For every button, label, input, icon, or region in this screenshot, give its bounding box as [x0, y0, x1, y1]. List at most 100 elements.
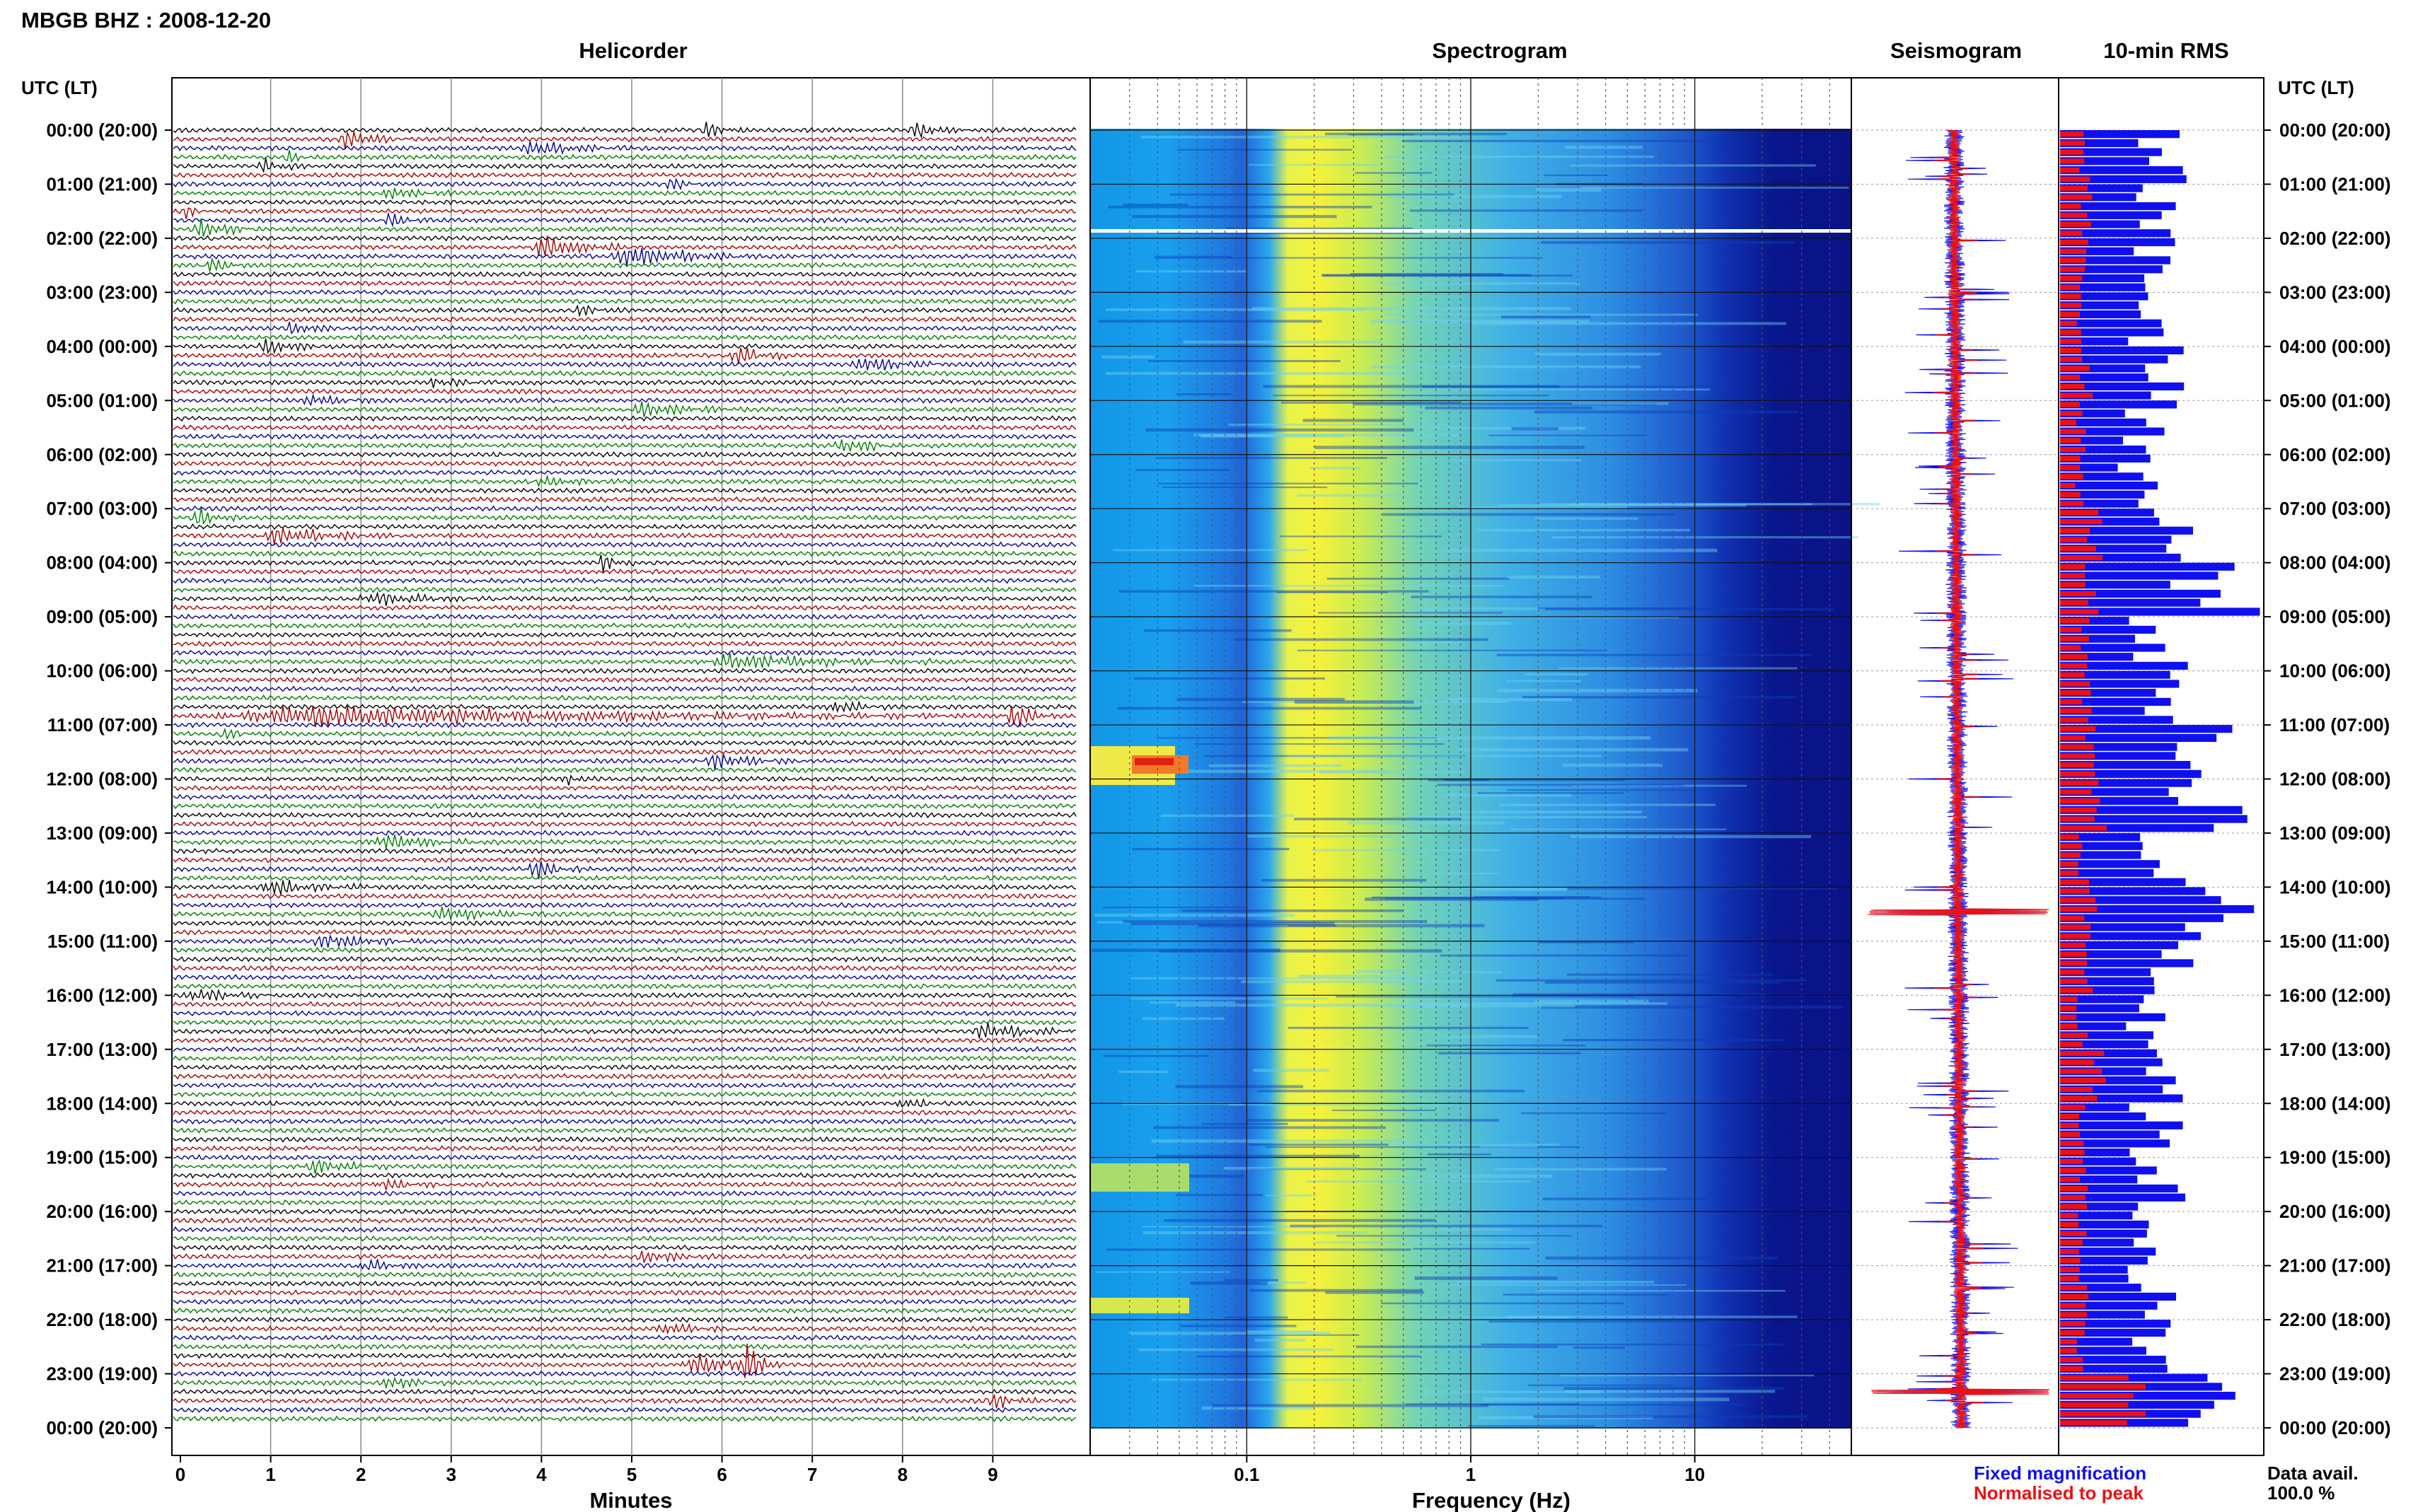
rms-bar-normalised — [2060, 1194, 2086, 1200]
rms-bar-normalised — [2060, 1303, 2086, 1308]
rms-bar-normalised — [2060, 311, 2080, 318]
rms-bar-normalised — [2060, 1177, 2081, 1182]
spectrogram-speckle — [1112, 549, 1308, 552]
minute-tick-label: 9 — [988, 1464, 997, 1485]
helicorder-trace-row — [173, 1316, 1077, 1323]
helicorder-trace-row — [173, 207, 1077, 219]
helicorder-trace-row — [173, 907, 1077, 921]
frequency-tick-label: 1 — [1466, 1464, 1476, 1485]
helicorder-trace-row — [173, 1393, 1077, 1409]
seismogram-normalised-trace — [1868, 129, 2049, 1429]
rms-bar-normalised — [2060, 834, 2079, 840]
time-label-right: 13:00 (09:00) — [2279, 822, 2391, 844]
rms-bar-fixed — [2060, 1148, 2130, 1157]
time-label-right: 02:00 (22:00) — [2279, 228, 2391, 249]
helicorder-trace-row — [173, 1001, 1077, 1008]
spectrogram-speckle — [1103, 906, 1247, 909]
spectrogram-speckle — [1132, 847, 1290, 851]
spectrogram-speckle — [1560, 1374, 1815, 1377]
rms-bar-fixed — [2060, 842, 2143, 850]
rms-bar-normalised — [2060, 636, 2089, 641]
rms-bar-fixed — [2060, 1076, 2176, 1085]
rms-bar-normalised — [2060, 1420, 2127, 1426]
helicorder-trace-row — [173, 289, 1077, 296]
helicorder-trace-row — [173, 1082, 1077, 1089]
rms-bar-fixed — [2060, 1085, 2163, 1094]
rms-bar-normalised — [2060, 987, 2093, 993]
spectrogram-speckle — [1477, 792, 1624, 794]
rms-bar-fixed — [2060, 832, 2141, 842]
helicorder-trace-row — [173, 774, 1077, 786]
rms-bar-fixed — [2060, 337, 2129, 346]
helicorder-trace-row — [173, 632, 1076, 639]
rms-bar-normalised — [2060, 1321, 2086, 1327]
spectrogram-speckle — [1254, 1339, 1306, 1342]
spectrogram-speckle — [1371, 896, 1602, 899]
rms-bar-normalised — [2060, 1285, 2088, 1291]
helicorder-trace-row — [173, 271, 1077, 278]
spectrogram-speckle — [1414, 1276, 1558, 1280]
rms-bar-normalised — [2060, 1213, 2078, 1219]
helicorder-trace-row — [173, 1280, 1077, 1287]
rms-bar-fixed — [2060, 617, 2129, 625]
spectrogram-speckle — [1406, 641, 1462, 644]
spectrogram-speckle — [1288, 1026, 1529, 1030]
rms-bar-fixed — [2060, 896, 2221, 905]
spectrogram-speckle — [1570, 834, 1811, 839]
time-label-left: 20:00 (16:00) — [46, 1201, 158, 1222]
spectrogram-speckle — [1457, 748, 1689, 752]
time-label-right: 10:00 (06:00) — [2279, 661, 2391, 682]
rms-bar-fixed — [2060, 1337, 2133, 1346]
helicorder-trace-row — [173, 880, 1077, 895]
rms-bar-fixed — [2060, 193, 2136, 202]
helicorder-trace-row — [173, 1073, 1077, 1080]
rms-bar-fixed — [2060, 571, 2219, 580]
helicorder-trace-row — [173, 377, 1077, 388]
rms-bar-normalised — [2060, 1221, 2079, 1228]
helicorder-trace-row — [173, 248, 1077, 267]
rms-bar-normalised — [2060, 447, 2086, 453]
rms-bar-fixed — [2060, 545, 2167, 553]
left-axis-title: UTC (LT) — [21, 77, 98, 98]
rms-bar-fixed — [2060, 355, 2168, 364]
time-label-left: 04:00 (00:00) — [46, 336, 158, 357]
spectrogram-speckle — [1249, 1289, 1423, 1292]
spectrogram-speckle — [1350, 272, 1504, 276]
rms-bar-fixed — [2060, 1229, 2147, 1238]
helicorder-trace-row — [173, 739, 1077, 747]
rms-bar-normalised — [2060, 996, 2078, 1002]
spectrogram-speckle — [1524, 673, 1588, 676]
time-label-left: 11:00 (07:00) — [47, 714, 158, 735]
helicorder-trace-row — [173, 304, 1077, 318]
legend-fixed-magnification: Fixed magnification — [1974, 1462, 2146, 1484]
spectrogram-speckle — [1324, 132, 1507, 136]
rms-bar-fixed — [2060, 283, 2146, 291]
spectrogram-speckle — [1153, 1126, 1386, 1129]
spectrogram-speckle — [1106, 1248, 1411, 1251]
rms-bar-normalised — [2060, 970, 2085, 975]
spectrogram-speckle — [1224, 1279, 1279, 1281]
spectrogram-speckle — [1123, 204, 1188, 207]
spectrogram-speckle — [1142, 1226, 1321, 1228]
rms-bar-normalised — [2060, 1339, 2077, 1344]
rms-bar-fixed — [2060, 968, 2151, 977]
rms-bar-fixed — [2060, 779, 2192, 787]
rms-bar-normalised — [2060, 1069, 2102, 1074]
rms-bar-normalised — [2060, 438, 2081, 443]
rms-bar-normalised — [2060, 419, 2076, 426]
spectrogram-speckle — [1162, 486, 1328, 489]
spectrogram-speckle — [1438, 1035, 1537, 1038]
rms-bar-normalised — [2060, 1185, 2088, 1192]
time-label-right: 19:00 (15:00) — [2279, 1147, 2391, 1168]
helicorder-trace-row — [173, 1388, 1077, 1395]
spectrogram-speckle — [1328, 736, 1651, 740]
rms-bar-fixed — [2060, 598, 2201, 607]
spectrogram-speckle — [1401, 139, 1719, 143]
rms-bar-fixed — [2060, 923, 2185, 931]
rms-bar-normalised — [2060, 789, 2092, 795]
rms-bar-normalised — [2060, 1276, 2079, 1281]
helicorder-trace-row — [173, 469, 1077, 476]
rms-bar-fixed — [2060, 472, 2144, 481]
time-label-left: 09:00 (05:00) — [46, 606, 158, 627]
rms-bar-fixed — [2060, 328, 2164, 337]
